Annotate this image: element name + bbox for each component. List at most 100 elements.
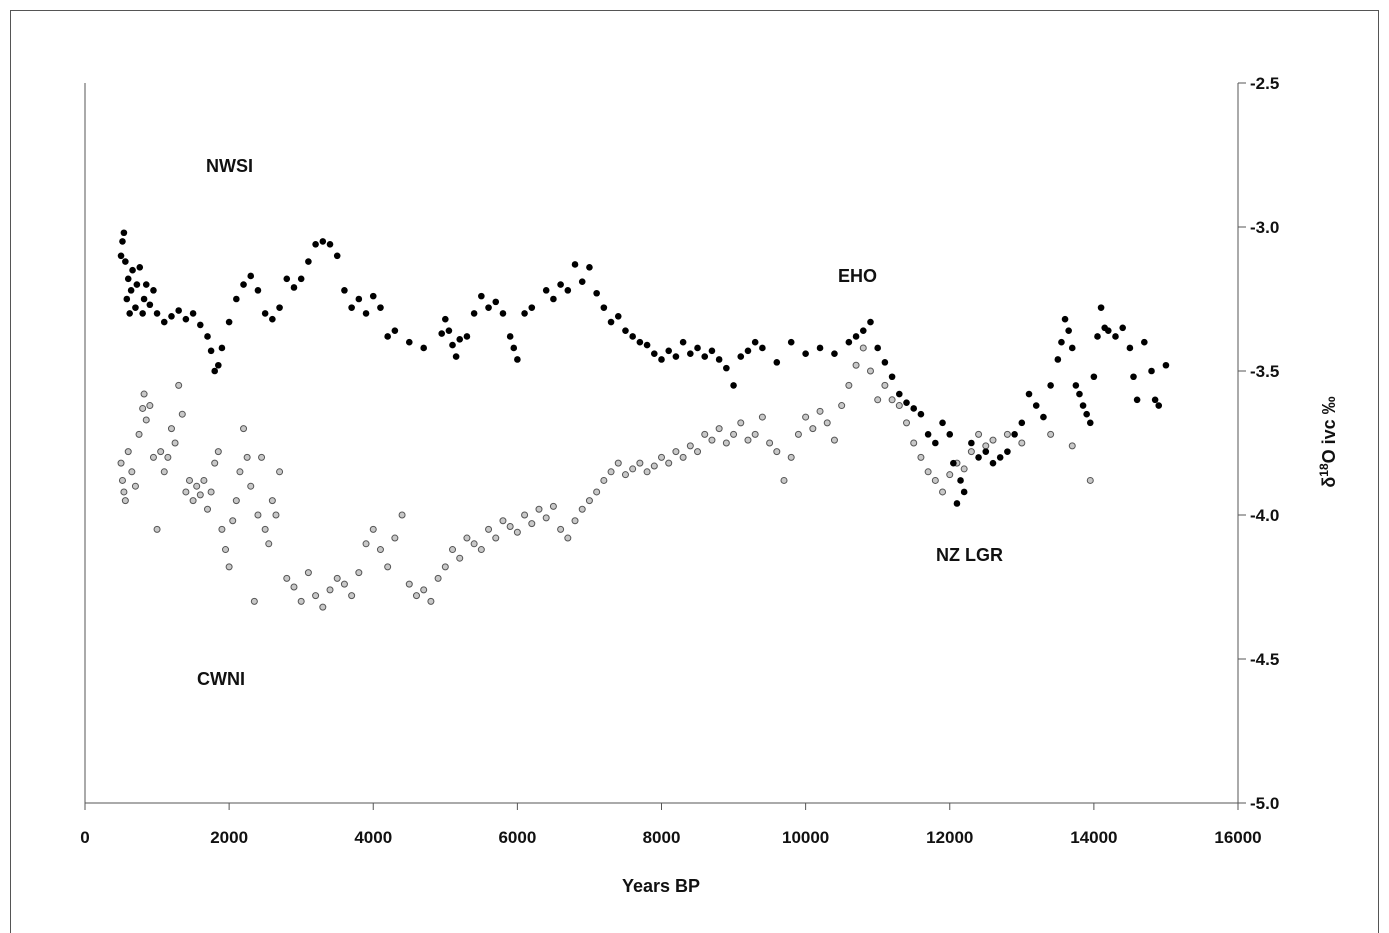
nwsi-point: [297, 275, 305, 283]
cwni-point: [895, 402, 903, 410]
cwni-point: [816, 407, 824, 415]
nwsi-point: [658, 356, 665, 363]
y-axis-title-suffix: O ivc ‰: [1319, 396, 1339, 463]
cwni-point: [420, 586, 428, 594]
nwsi-point: [384, 333, 391, 340]
nwsi-point: [153, 310, 161, 317]
cwni-point: [924, 468, 932, 476]
nwsi-point: [132, 304, 139, 311]
nwsi-point: [917, 410, 925, 418]
nwsi-point: [122, 258, 129, 265]
cwni-point: [787, 453, 795, 461]
cwni-point: [766, 439, 774, 447]
cwni-point: [276, 468, 284, 476]
cwni-point: [477, 546, 485, 554]
nwsi-point: [924, 431, 932, 438]
cwni-point: [665, 459, 673, 467]
cwni-point: [794, 430, 802, 438]
nwsi-point: [528, 304, 536, 311]
cwni-point: [557, 525, 565, 533]
cwni-point: [290, 583, 298, 591]
cwni-point: [232, 497, 240, 505]
nwsi-point: [175, 307, 182, 314]
cwni-point: [903, 419, 911, 427]
nwsi-point: [438, 330, 446, 337]
nwsi-point: [326, 240, 334, 248]
cwni-point: [585, 497, 593, 505]
nwsi-point: [1151, 396, 1159, 404]
cwni-point: [809, 425, 817, 433]
cwni-point: [146, 402, 154, 410]
cwni-point: [975, 430, 983, 438]
nwsi-point: [506, 333, 514, 340]
nwsi-point: [391, 327, 399, 334]
cwni-point: [456, 554, 464, 562]
nwsi-point: [1104, 327, 1112, 334]
nwsi-point: [124, 275, 132, 283]
nwsi-point: [751, 338, 759, 346]
nwsi-point: [571, 261, 579, 268]
cwni-point: [427, 597, 435, 605]
cwni-point: [672, 448, 680, 456]
cwni-point: [247, 482, 255, 490]
cwni-point: [268, 497, 276, 505]
nwsi-point: [514, 356, 521, 363]
nwsi-point: [1141, 338, 1148, 346]
nwsi-point: [859, 327, 867, 334]
cwni-point: [120, 488, 128, 496]
nwsi-point: [139, 310, 146, 317]
nwsi-point: [600, 304, 608, 311]
cwni-point: [607, 468, 615, 476]
cwni-point: [160, 468, 168, 476]
cwni-point: [369, 525, 377, 533]
cwni-point: [333, 574, 341, 582]
cwni-point: [225, 563, 233, 571]
nwsi-point: [133, 281, 141, 288]
series-cwni: [117, 344, 1094, 611]
cwni-point: [866, 367, 874, 375]
nwsi-point: [119, 238, 126, 245]
nwsi-point: [215, 361, 222, 369]
nwsi-point: [816, 344, 824, 352]
cwni-point: [297, 597, 305, 605]
cwni-point: [910, 439, 918, 447]
cwni-point: [391, 534, 399, 542]
cwni-point: [989, 436, 997, 444]
x-tick-label: 0: [80, 828, 89, 847]
cwni-point: [737, 419, 745, 427]
nwsi-point: [903, 399, 910, 406]
cwni-point: [650, 462, 658, 470]
nwsi-point: [586, 264, 593, 271]
nwsi-point: [1112, 333, 1119, 340]
nwsi-point: [831, 350, 838, 358]
nwsi-point: [910, 405, 918, 412]
x-tick-label: 10000: [782, 828, 829, 847]
cwni-point: [715, 425, 723, 433]
y-tick-label: -2.5: [1250, 74, 1279, 93]
nwsi-point: [744, 347, 752, 355]
cwni-point: [802, 413, 810, 421]
cwni-point: [265, 540, 273, 548]
cwni-point: [636, 459, 644, 467]
cwni-point: [128, 468, 136, 476]
cwni-point: [708, 436, 716, 444]
cwni-point: [240, 425, 248, 433]
cwni-point: [1047, 430, 1055, 438]
nwsi-point: [593, 289, 600, 297]
nwsi-point: [564, 287, 572, 294]
nwsi-point: [470, 310, 478, 317]
cwni-point: [967, 448, 975, 456]
cwni-point: [564, 534, 572, 542]
cwni-point: [571, 517, 579, 525]
annotation-nz-lgr: NZ LGR: [936, 545, 1003, 565]
cwni-point: [946, 471, 954, 479]
nwsi-point: [1162, 361, 1170, 369]
cwni-point: [140, 390, 148, 398]
nwsi-point: [982, 448, 990, 455]
nwsi-point: [629, 333, 636, 340]
cwni-point: [340, 580, 348, 588]
nwsi-point: [247, 272, 255, 280]
nwsi-point: [1065, 327, 1072, 334]
cwni-point: [917, 453, 925, 461]
